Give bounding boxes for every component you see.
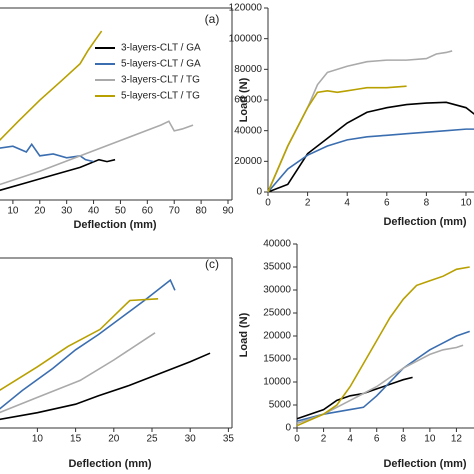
x-tick-label: 10 (32, 434, 44, 445)
series-line (296, 266, 470, 427)
x-tick-label: 60 (142, 206, 154, 217)
y-tick-label: 40000 (234, 125, 262, 136)
x-tick-label: 25 (146, 434, 158, 445)
y-tick-label: 80000 (234, 64, 262, 75)
x-tick-label: 20 (108, 434, 120, 445)
series-line (0, 158, 116, 192)
y-tick-label: 0 (256, 187, 262, 198)
x-tick-label: 8 (424, 198, 430, 209)
x-tick-label: 40 (88, 206, 100, 217)
x-tick-label: 10 (460, 198, 472, 209)
y-tick-label: 20000 (234, 156, 262, 167)
x-tick-label: 12 (451, 434, 463, 445)
x-tick-label: 10 (424, 434, 436, 445)
x-axis-label: Deflection (mm) (383, 216, 466, 228)
x-tick-label: 8 (401, 434, 407, 445)
y-tick-label: 25000 (263, 308, 291, 319)
x-tick-label: 80 (196, 206, 208, 217)
x-tick-label: 15 (70, 434, 82, 445)
series-line (296, 330, 470, 422)
series-line (267, 85, 407, 193)
x-tick-label: 0 (294, 434, 300, 445)
x-tick-label: 35 (223, 434, 235, 445)
series-line (267, 128, 474, 193)
x-tick-label: 2 (305, 198, 311, 209)
x-tick-label: 30 (185, 434, 197, 445)
x-tick-label: 20 (34, 206, 46, 217)
x-tick-label: 6 (374, 434, 380, 445)
y-tick-label: 35000 (263, 262, 291, 273)
series-line (0, 298, 159, 392)
series-line (0, 120, 194, 186)
x-tick-label: 50 (115, 206, 127, 217)
series-line (296, 344, 464, 425)
series-line (0, 278, 176, 410)
x-tick-label: 4 (344, 198, 350, 209)
y-tick-label: 5000 (269, 400, 292, 411)
x-axis-label: Deflection (mm) (68, 458, 151, 470)
series-line (0, 332, 156, 414)
x-axis-label: Deflection (mm) (73, 219, 156, 231)
x-tick-label: 30 (61, 206, 73, 217)
y-tick-label: 120000 (229, 3, 263, 14)
y-tick-label: 40000 (263, 239, 291, 250)
y-tick-label: 10000 (263, 377, 291, 388)
y-tick-label: 15000 (263, 354, 291, 365)
series-line (0, 30, 103, 142)
x-tick-label: 10 (7, 206, 19, 217)
series-line (267, 101, 474, 193)
legend-label: 5-layers-CLT / TG (121, 91, 200, 102)
x-axis-label: Deflection (mm) (383, 458, 466, 470)
y-axis-label: Load (N) (238, 77, 250, 122)
panel-label: (a) (205, 12, 220, 26)
y-tick-label: 100000 (229, 33, 263, 44)
y-tick-label: 60000 (234, 95, 262, 106)
y-tick-label: 30000 (263, 285, 291, 296)
panel-label: (c) (205, 257, 219, 271)
y-tick-label: 20000 (263, 331, 291, 342)
x-tick-label: 0 (265, 198, 271, 209)
x-tick-label: 2 (321, 434, 327, 445)
legend-label: 5-layers-CLT / GA (121, 59, 201, 70)
legend-label: 3-layers-CLT / TG (121, 75, 200, 86)
y-tick-label: 0 (285, 423, 291, 434)
legend-label: 3-layers-CLT / GA (121, 43, 201, 54)
x-tick-label: 70 (169, 206, 181, 217)
x-tick-label: 4 (347, 434, 353, 445)
x-tick-label: 90 (222, 206, 234, 217)
y-axis-label: Load (N) (238, 312, 250, 357)
series-line (0, 352, 211, 421)
x-tick-label: 6 (384, 198, 390, 209)
series-line (0, 142, 94, 163)
